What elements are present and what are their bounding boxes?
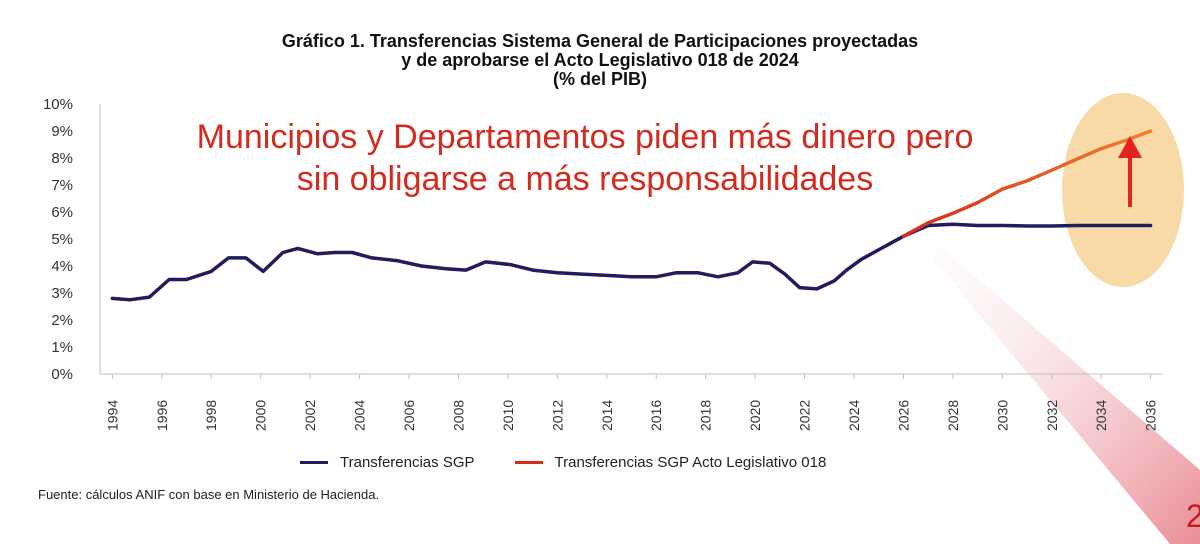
x-tick-label: 2022 bbox=[797, 400, 813, 431]
x-tick-label: 2010 bbox=[500, 400, 516, 431]
x-tick-label: 2028 bbox=[945, 400, 961, 431]
legend-item-sgp: Transferencias SGP bbox=[300, 454, 475, 471]
decorative-background-wedge bbox=[875, 190, 1200, 544]
x-tick-label: 1996 bbox=[154, 400, 170, 431]
chart-title-line: (% del PIB) bbox=[552, 69, 647, 89]
series-line-acto-legislativo bbox=[901, 129, 1153, 239]
y-tick-label: 3% bbox=[51, 285, 73, 302]
y-tick-label: 8% bbox=[51, 150, 73, 167]
x-tick-label: 2032 bbox=[1044, 400, 1060, 431]
legend-label-sgp: Transferencias SGP bbox=[340, 453, 475, 471]
legend-item-acto: Transferencias SGP Acto Legislativo 018 bbox=[514, 453, 827, 471]
x-tick-label: 2036 bbox=[1143, 400, 1159, 431]
x-tick-label: 2026 bbox=[895, 400, 911, 431]
x-tick-label: 2012 bbox=[549, 400, 565, 431]
legend-label-acto: Transferencias SGP Acto Legislativo 018 bbox=[554, 453, 827, 471]
chart-title-line: y de aprobarse el Acto Legislativo 018 d… bbox=[401, 50, 799, 70]
x-tick-label: 2002 bbox=[302, 400, 318, 431]
y-tick-label: 7% bbox=[51, 177, 73, 194]
highlight-ellipse bbox=[1062, 93, 1184, 287]
chart-legend: Transferencias SGP Transferencias SGP Ac… bbox=[300, 452, 866, 472]
legend-swatch-acto bbox=[514, 460, 543, 464]
y-tick-label: 9% bbox=[51, 123, 73, 140]
up-arrow-icon bbox=[1118, 136, 1142, 207]
annotation-line: Municipios y Departamentos piden más din… bbox=[196, 118, 974, 156]
series-line-sgp bbox=[110, 222, 1153, 302]
y-tick-label: 1% bbox=[51, 339, 73, 356]
x-tick-label: 2030 bbox=[994, 400, 1010, 431]
y-tick-label: 4% bbox=[51, 258, 73, 275]
x-tick-label: 2014 bbox=[599, 400, 615, 431]
x-tick-label: 2006 bbox=[401, 400, 417, 431]
y-tick-label: 2% bbox=[51, 312, 73, 329]
annotation-line: sin obligarse a más responsabilidades bbox=[296, 160, 874, 198]
y-tick-label: 10% bbox=[43, 96, 73, 113]
chart-annotation: Municipios y Departamentos piden más din… bbox=[110, 116, 1060, 200]
x-tick-label: 2034 bbox=[1093, 400, 1109, 431]
source-note: Fuente: cálculos ANIF con base en Minist… bbox=[38, 487, 380, 502]
x-tick-label: 1998 bbox=[203, 400, 219, 431]
x-tick-label: 2016 bbox=[648, 400, 664, 431]
x-tick-label: 2018 bbox=[698, 400, 714, 431]
y-tick-label: 5% bbox=[51, 231, 73, 248]
chart-title: Gráfico 1. Transferencias Sistema Genera… bbox=[200, 32, 1000, 89]
y-tick-label: 6% bbox=[51, 204, 73, 221]
x-tick-label: 2020 bbox=[747, 400, 763, 431]
x-tick-label: 1994 bbox=[104, 400, 120, 431]
x-tick-label: 2024 bbox=[846, 400, 862, 431]
y-tick-label: 0% bbox=[51, 366, 73, 383]
x-tick-label: 2004 bbox=[352, 400, 368, 431]
page-number: 2 bbox=[1186, 498, 1200, 534]
x-tick-label: 2008 bbox=[450, 400, 466, 431]
x-tick-label: 2000 bbox=[253, 400, 269, 431]
chart-title-line: Gráfico 1. Transferencias Sistema Genera… bbox=[281, 31, 919, 51]
legend-swatch-sgp bbox=[300, 460, 328, 464]
